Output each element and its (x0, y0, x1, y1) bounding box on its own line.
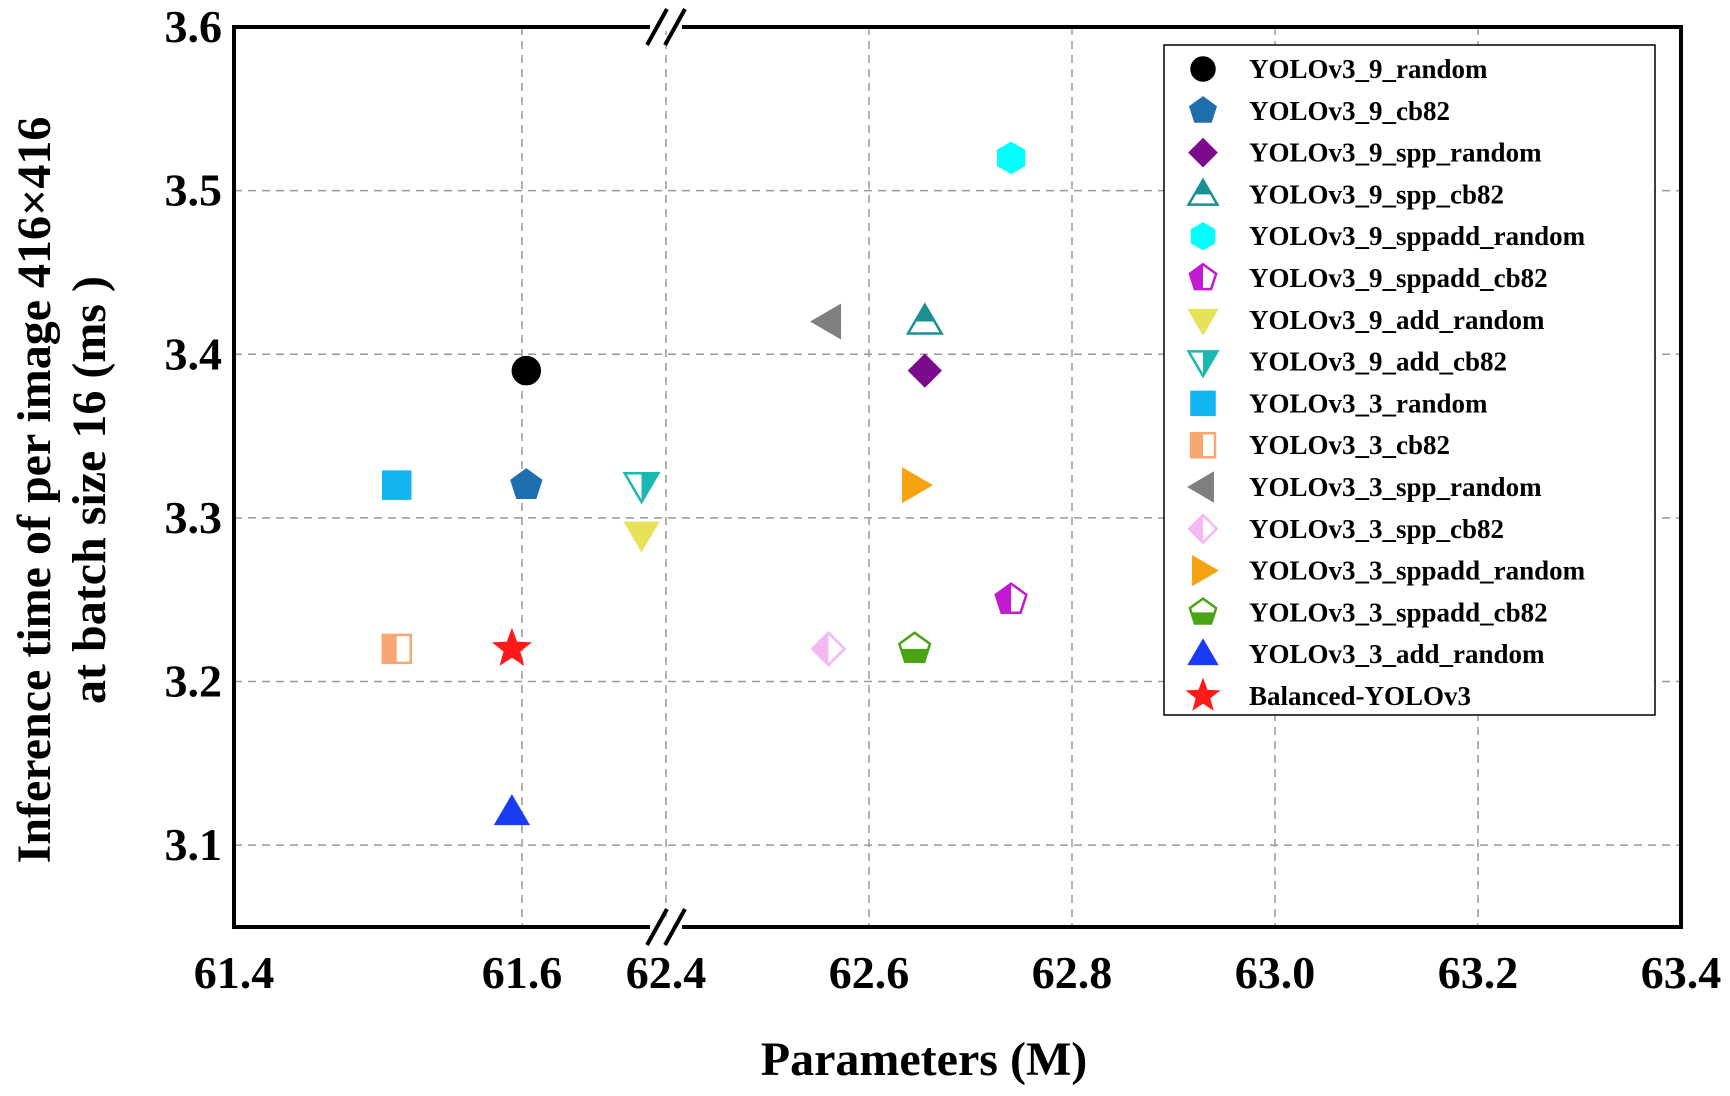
legend-label: Balanced-YOLOv3 (1249, 681, 1471, 711)
plot-frame (232, 25, 1683, 929)
x-tick-label: 62.6 (829, 947, 910, 998)
legend-marker (1187, 513, 1219, 545)
x-tick-label: 63.4 (1641, 947, 1722, 998)
data-point (491, 627, 532, 666)
legend-marker (1192, 554, 1219, 587)
legend-marker (1186, 177, 1220, 206)
y-tick-label: 3.5 (165, 165, 223, 216)
y-axis-title-line1: Inference time of per image 416×416 (8, 117, 61, 864)
legend-box (1163, 44, 1656, 716)
legend-label: YOLOv3_9_add_cb82 (1249, 347, 1507, 377)
data-point (905, 302, 944, 335)
data-point (381, 633, 412, 665)
legend-label: YOLOv3_3_cb82 (1249, 430, 1450, 460)
axis-break-slash (645, 8, 669, 46)
legend-marker (1187, 308, 1219, 336)
tick-labels: 61.4 61.6 62.4 62.6 62.8 63.0 63.2 63.4 3.1 3.2 3.… (165, 1, 1722, 998)
x-tick-label: 61.4 (194, 947, 275, 998)
legend-label: YOLOv3_9_random (1249, 54, 1488, 84)
x-tick-label: 63.0 (1235, 947, 1316, 998)
legend-marker (1185, 677, 1221, 711)
legend-label: YOLOv3_3_random (1249, 388, 1488, 418)
y-tick-label: 3.6 (165, 1, 223, 52)
legend-label: YOLOv3_3_sppadd_random (1249, 556, 1586, 586)
axis-break-slash (645, 908, 669, 946)
legend-label: YOLOv3_9_sppadd_cb82 (1249, 263, 1548, 293)
y-tick-label: 3.1 (165, 819, 223, 870)
x-axis-title: Parameters (M) (761, 1033, 1087, 1086)
legend-marker (1186, 350, 1220, 379)
legend-label: YOLOv3_9_add_random (1249, 305, 1545, 335)
y-tick-label: 3.2 (165, 656, 223, 707)
legend-marker (1189, 431, 1217, 459)
axis-break (645, 8, 687, 946)
x-tick-label: 63.2 (1438, 947, 1519, 998)
data-point (997, 141, 1026, 175)
legend-label: YOLOv3_9_sppadd_random (1249, 221, 1586, 251)
data-point (622, 472, 661, 505)
data-point (897, 631, 932, 664)
data-point (810, 303, 842, 340)
y-axis-title-line2: at batch size 16 (ms ) (63, 276, 116, 704)
legend-label: YOLOv3_9_cb82 (1249, 96, 1450, 126)
x-tick-label: 62.8 (1032, 947, 1113, 998)
data-point (810, 630, 847, 667)
legend-label: YOLOv3_3_sppadd_cb82 (1249, 597, 1548, 627)
legend-marker (1190, 56, 1216, 82)
data-point (907, 353, 942, 388)
y-tick-label: 3.3 (165, 492, 223, 543)
legend-marker (1190, 390, 1216, 417)
legend-label: YOLOv3_3_spp_random (1249, 472, 1542, 502)
legend-marker (1190, 222, 1216, 251)
x-tick-label: 61.6 (482, 947, 563, 998)
data-points (381, 141, 1028, 826)
data-point (902, 467, 933, 504)
data-point (994, 582, 1028, 615)
legend: YOLOv3_9_random YOLOv3_9_cb82 YOLOv3_9_spp… (1163, 44, 1656, 716)
data-point (493, 794, 531, 826)
data-point (511, 355, 542, 386)
data-point (510, 468, 543, 499)
legend-marker (1188, 137, 1218, 168)
legend-label: YOLOv3_9_spp_cb82 (1249, 179, 1504, 209)
data-point (623, 521, 660, 553)
legend-marker (1187, 471, 1214, 503)
legend-marker (1188, 597, 1218, 625)
legend-marker (1188, 96, 1218, 123)
y-tick-label: 3.4 (165, 328, 223, 379)
legend-marker (1187, 638, 1219, 666)
axis-break-gap (650, 23, 682, 31)
data-point (381, 470, 412, 500)
legend-marker (1188, 262, 1218, 291)
x-tick-label: 62.4 (626, 947, 707, 998)
axis-break-slash (663, 908, 687, 946)
axis-break-gap (650, 923, 682, 931)
axis-break-slash (663, 8, 687, 46)
legend-label: YOLOv3_3_spp_cb82 (1249, 514, 1504, 544)
legend-label: YOLOv3_3_add_random (1249, 639, 1545, 669)
legend-label: YOLOv3_9_spp_random (1249, 138, 1542, 168)
y-axis-title-group: Inference time of per image 416×416 at b… (8, 117, 116, 864)
